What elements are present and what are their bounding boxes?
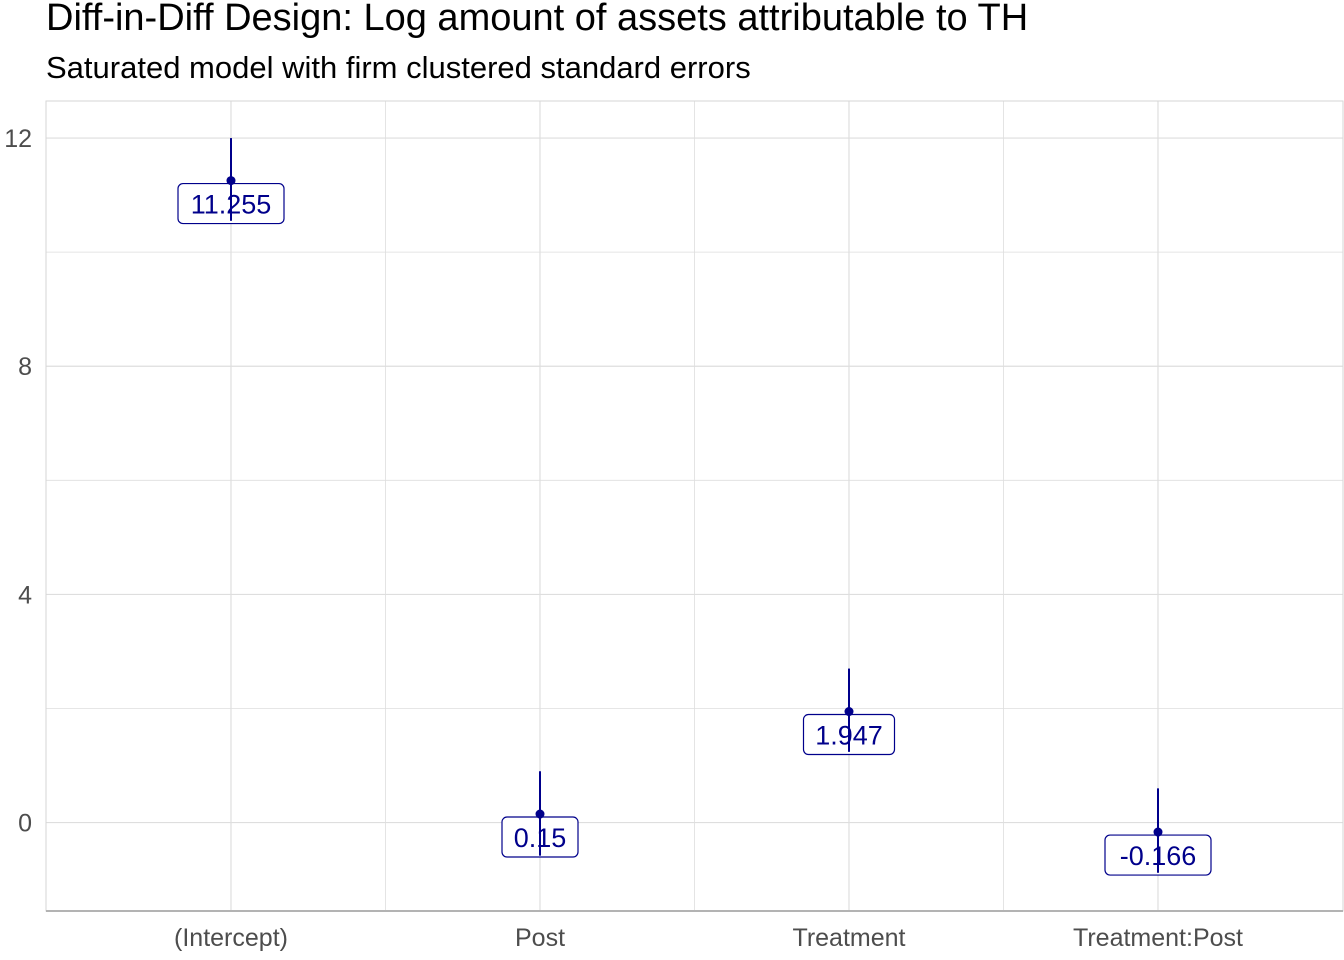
coefficient-point — [844, 707, 854, 717]
y-tick-label: 8 — [18, 353, 32, 381]
x-tick-label: Treatment — [792, 924, 905, 952]
y-tick-label: 4 — [18, 581, 32, 609]
coefficient-point — [1153, 827, 1163, 837]
coefficient-point — [226, 176, 236, 186]
x-tick-label: Post — [515, 924, 565, 952]
grid-layer — [46, 101, 1343, 911]
y-tick-label: 0 — [18, 810, 32, 838]
x-tick-label: Treatment:Post — [1073, 924, 1243, 952]
x-tick-label: (Intercept) — [174, 924, 288, 952]
tick-layer: 0 4 8 12 (Intercept) Post Treatment Treatment:P… — [4, 125, 1243, 952]
chart-title: Diff-in-Diff Design: Log amount of asset… — [46, 0, 1029, 39]
axis-layer — [45, 100, 1344, 912]
y-tick-label: 12 — [4, 125, 32, 153]
coefficient-point — [535, 809, 545, 819]
chart-subtitle: Saturated model with firm clustered stan… — [46, 50, 751, 85]
